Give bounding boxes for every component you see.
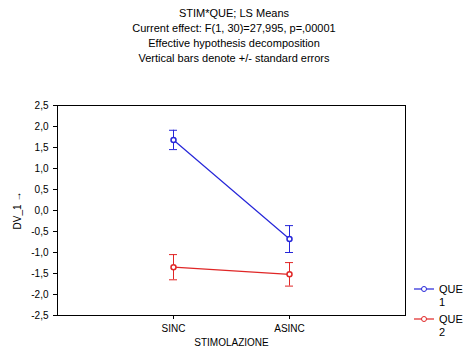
svg-text:1,5: 1,5 [35,142,49,153]
html-text:QUE 1: QUE 1 [439,283,463,308]
svg-text:-1,0: -1,0 [31,247,49,258]
svg-text:2,0: 2,0 [35,121,49,132]
svg-text:-1,5: -1,5 [31,268,49,279]
html-text:Vertical bars denote +/- stand: Vertical bars denote +/- standard errors [138,52,330,64]
svg-text:1,0: 1,0 [35,163,49,174]
svg-text:STIMOLAZIONE: STIMOLAZIONE [194,337,269,348]
html-text:QUE 2: QUE 2 [439,313,463,338]
svg-text:0,0: 0,0 [35,205,49,216]
svg-text:-0,5: -0,5 [31,226,49,237]
svg-text:-2,0: -2,0 [31,289,49,300]
svg-text:2,5: 2,5 [35,100,49,111]
html-text:STIM*QUE; LS Means: STIM*QUE; LS Means [179,7,289,19]
svg-text:ASINC: ASINC [274,323,305,334]
svg-text:DV_1 →: DV_1 → [12,192,23,230]
svg-text:-2,5: -2,5 [31,310,49,321]
svg-text:SINC: SINC [162,323,186,334]
svg-text:0,5: 0,5 [35,184,49,195]
html-text:Effective hypothesis decomposi: Effective hypothesis decomposition [148,37,320,49]
html-text:Current effect: F(1, 30)=27,99: Current effect: F(1, 30)=27,995, p=,0000… [132,22,336,34]
